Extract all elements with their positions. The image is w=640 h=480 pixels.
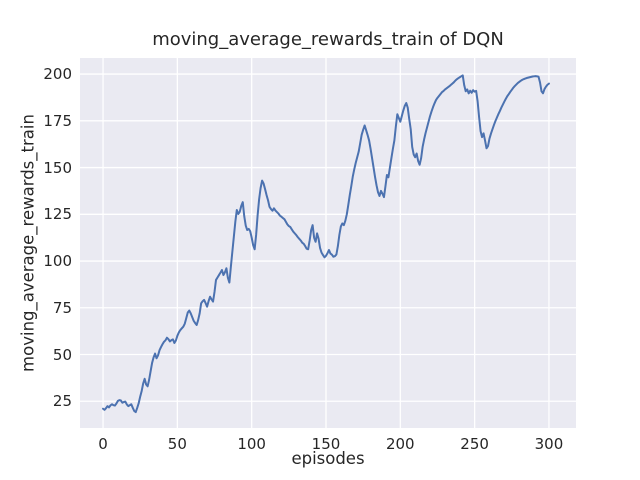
y-tick-label: 150 [43, 158, 72, 177]
y-tick-label: 50 [52, 345, 72, 364]
plot-area [80, 58, 576, 428]
x-axis-label: episodes [291, 449, 365, 468]
y-tick-label: 100 [43, 252, 72, 271]
chart-title: moving_average_rewards_train of DQN [152, 29, 504, 50]
x-tick-label: 300 [534, 435, 564, 453]
y-tick-label: 25 [52, 392, 72, 411]
line-plot-svg [80, 58, 576, 428]
x-tick-label: 100 [237, 435, 266, 453]
y-tick-label: 125 [43, 205, 72, 224]
x-tick-label: 150 [311, 435, 341, 453]
x-tick-label: 50 [167, 435, 187, 453]
reward-line-series [102, 74, 550, 414]
x-tick-label: 200 [385, 435, 415, 453]
y-tick-label: 175 [43, 111, 72, 130]
y-tick-label: 200 [43, 65, 72, 84]
y-tick-label: 75 [52, 298, 72, 317]
x-tick-label: 250 [460, 435, 489, 453]
y-axis-label: moving_average_rewards_train [18, 114, 38, 372]
x-tick-label: 0 [98, 435, 108, 453]
